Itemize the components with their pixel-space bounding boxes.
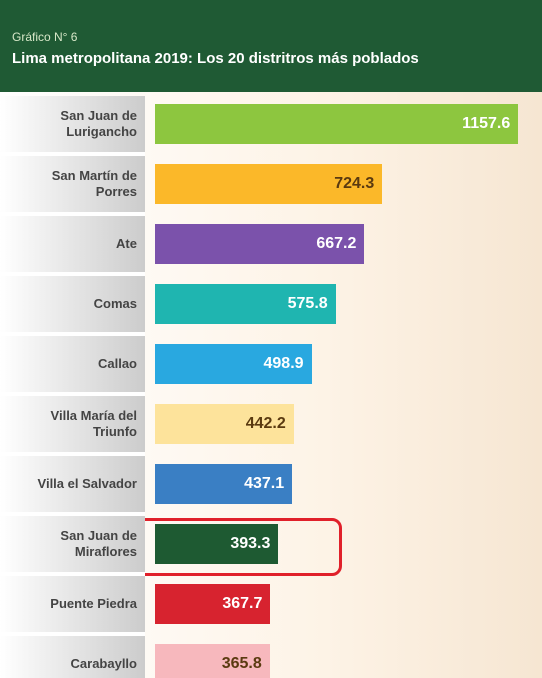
bar: 667.2: [155, 224, 365, 264]
header: Gráfico N° 6 Lima metropolitana 2019: Lo…: [0, 0, 542, 92]
value-label: 367.7: [222, 595, 263, 612]
value-label: 393.3: [230, 535, 271, 552]
y-tick-label: San Juan de Lurigancho: [60, 108, 137, 139]
y-tick-label: San Martín de Porres: [51, 168, 137, 199]
y-tick-label: Villa María del Triunfo: [50, 408, 137, 439]
y-tick-label: Villa el Salvador: [37, 476, 137, 491]
value-label: 442.2: [245, 415, 286, 432]
bar: 437.1: [155, 464, 293, 504]
value-label: 575.8: [287, 295, 328, 312]
category-cell: Villa el Salvador: [0, 456, 145, 516]
y-tick-label: Ate: [116, 236, 137, 251]
bar: 367.7: [155, 584, 271, 624]
category-cell: San Juan de Miraflores: [0, 516, 145, 576]
category-cell: Carabayllo: [0, 636, 145, 678]
bar: 442.2: [155, 404, 294, 444]
bar: 724.3: [155, 164, 383, 204]
y-tick-label: Comas: [93, 296, 137, 311]
value-label: 667.2: [316, 235, 357, 252]
value-label: 1157.6: [462, 115, 511, 132]
value-label: 437.1: [244, 475, 285, 492]
category-cell: Comas: [0, 276, 145, 336]
category-cell: Ate: [0, 216, 145, 276]
y-tick-label: San Juan de Miraflores: [60, 528, 137, 559]
category-cell: Puente Piedra: [0, 576, 145, 636]
value-label: 724.3: [334, 175, 375, 192]
chart-title: Gráfico N° 6: [12, 30, 78, 44]
category-cell: San Juan de Lurigancho: [0, 96, 145, 156]
chart-subtitle: Lima metropolitana 2019: Los 20 distritr…: [12, 50, 419, 67]
bar: 1157.6: [155, 104, 519, 144]
bar: 393.3: [155, 524, 279, 564]
bar: 365.8: [155, 644, 270, 678]
value-label: 365.8: [221, 655, 262, 672]
category-cell: San Martín de Porres: [0, 156, 145, 216]
category-cell: Callao: [0, 336, 145, 396]
category-cell: Villa María del Triunfo: [0, 396, 145, 456]
bar: 498.9: [155, 344, 312, 384]
bar: 575.8: [155, 284, 336, 324]
y-tick-label: Callao: [97, 356, 137, 371]
y-tick-label: Carabayllo: [70, 656, 137, 671]
y-tick-label: Puente Piedra: [50, 596, 137, 611]
value-label: 498.9: [263, 355, 304, 372]
